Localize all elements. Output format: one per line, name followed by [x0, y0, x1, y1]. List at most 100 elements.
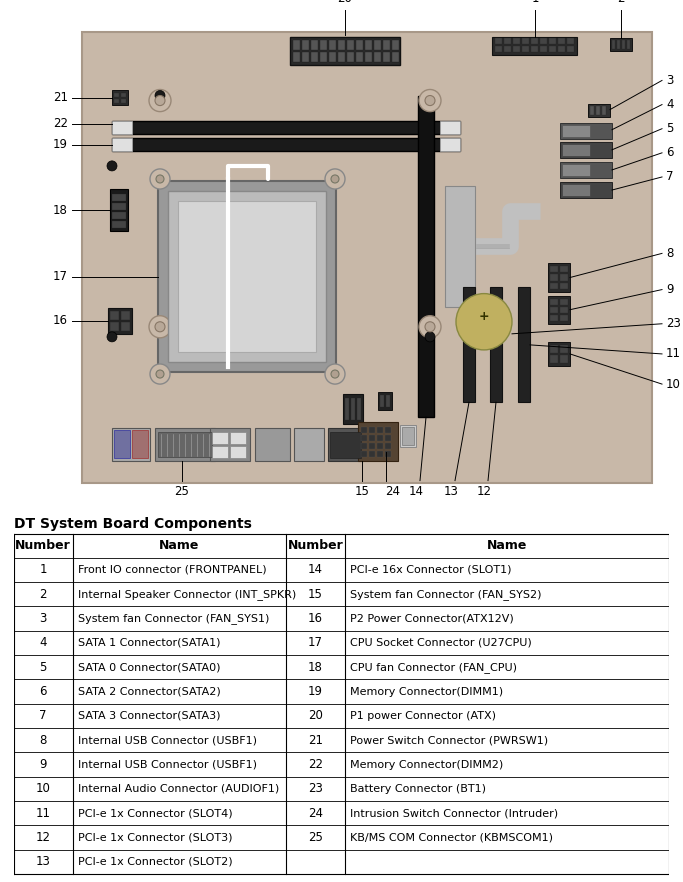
Text: 19: 19	[53, 138, 68, 152]
Bar	[383, 41, 390, 50]
Bar	[560, 345, 568, 353]
Bar	[361, 444, 367, 450]
Bar	[369, 444, 375, 450]
Bar	[82, 32, 652, 482]
Bar	[550, 355, 558, 363]
Text: 11: 11	[36, 807, 51, 819]
Bar	[549, 38, 556, 44]
Bar	[158, 181, 336, 372]
Bar	[386, 395, 390, 407]
Text: 10: 10	[36, 782, 51, 796]
Circle shape	[419, 89, 441, 112]
Bar	[338, 52, 345, 63]
Bar	[560, 162, 612, 178]
Bar	[112, 203, 126, 210]
Text: 13: 13	[36, 856, 51, 868]
Text: 25: 25	[308, 831, 322, 844]
Circle shape	[155, 91, 165, 101]
Text: DT System Board Components: DT System Board Components	[14, 517, 251, 531]
Text: 7: 7	[666, 170, 673, 183]
Bar	[121, 322, 130, 331]
Bar	[293, 52, 300, 63]
Text: 9: 9	[40, 758, 47, 771]
Text: Name: Name	[487, 539, 527, 552]
Circle shape	[155, 95, 165, 106]
Bar	[560, 355, 568, 363]
Bar	[112, 194, 126, 201]
Text: Memory Connector(DIMM2): Memory Connector(DIMM2)	[350, 759, 503, 769]
Bar	[230, 446, 246, 459]
Bar	[377, 444, 383, 450]
Bar	[560, 274, 568, 280]
Bar	[560, 315, 568, 321]
Bar	[338, 41, 345, 50]
Text: Internal Audio Connector (AUDIOF1): Internal Audio Connector (AUDIOF1)	[78, 784, 279, 794]
Bar	[617, 41, 620, 49]
Bar	[440, 138, 460, 151]
Bar	[380, 395, 384, 407]
Text: 9: 9	[666, 283, 673, 296]
Bar	[356, 41, 363, 50]
Text: PCI-e 1x Connector (SLOT4): PCI-e 1x Connector (SLOT4)	[78, 808, 232, 818]
Circle shape	[325, 364, 345, 384]
Bar	[328, 429, 363, 460]
Bar	[610, 38, 632, 51]
Bar	[612, 41, 615, 49]
Bar	[562, 144, 590, 156]
Text: 19: 19	[308, 685, 323, 698]
Bar	[548, 342, 570, 366]
Text: P2 Power Connector(ATX12V): P2 Power Connector(ATX12V)	[350, 614, 514, 624]
Bar	[320, 41, 327, 50]
Bar	[212, 432, 228, 445]
Circle shape	[149, 89, 171, 112]
Bar	[302, 41, 309, 50]
Bar	[114, 93, 119, 96]
Bar	[121, 99, 126, 102]
Text: Battery Connector (BT1): Battery Connector (BT1)	[350, 784, 486, 794]
Text: 18: 18	[53, 204, 68, 217]
Text: SATA 3 Connector(SATA3): SATA 3 Connector(SATA3)	[78, 711, 221, 721]
Bar	[560, 123, 612, 138]
Text: 25: 25	[175, 484, 189, 497]
Text: 1: 1	[531, 0, 539, 5]
Bar	[329, 41, 336, 50]
Bar	[377, 436, 383, 441]
Text: 20: 20	[308, 709, 322, 722]
Bar	[112, 121, 460, 134]
Bar	[121, 93, 126, 96]
Bar	[550, 266, 558, 273]
Bar	[365, 41, 372, 50]
Bar	[531, 46, 538, 52]
Bar	[531, 38, 538, 44]
Bar	[558, 38, 565, 44]
Text: 22: 22	[308, 758, 323, 771]
Circle shape	[325, 169, 345, 189]
Text: Internal USB Connector (USBF1): Internal USB Connector (USBF1)	[78, 759, 257, 769]
Circle shape	[107, 161, 117, 171]
Text: 13: 13	[443, 484, 458, 497]
Bar	[518, 287, 530, 402]
Bar	[212, 446, 228, 459]
Text: Memory Connector(DIMM1): Memory Connector(DIMM1)	[350, 686, 503, 697]
Bar	[490, 287, 502, 402]
Bar	[377, 428, 383, 433]
Bar	[522, 46, 529, 52]
Bar	[108, 308, 132, 333]
Bar	[110, 322, 119, 331]
Bar	[560, 266, 568, 273]
Text: 15: 15	[308, 587, 322, 601]
Bar	[132, 430, 148, 459]
Bar	[112, 429, 150, 460]
Bar	[562, 124, 590, 137]
Text: 24: 24	[308, 807, 323, 819]
Bar	[385, 444, 391, 450]
Bar	[361, 452, 367, 458]
Bar	[356, 52, 363, 63]
Text: P1 power Connector (ATX): P1 power Connector (ATX)	[350, 711, 496, 721]
Bar	[463, 287, 475, 402]
Bar	[365, 52, 372, 63]
Bar	[567, 46, 574, 52]
Circle shape	[425, 332, 435, 342]
Bar	[347, 52, 354, 63]
Text: 4: 4	[666, 98, 673, 111]
